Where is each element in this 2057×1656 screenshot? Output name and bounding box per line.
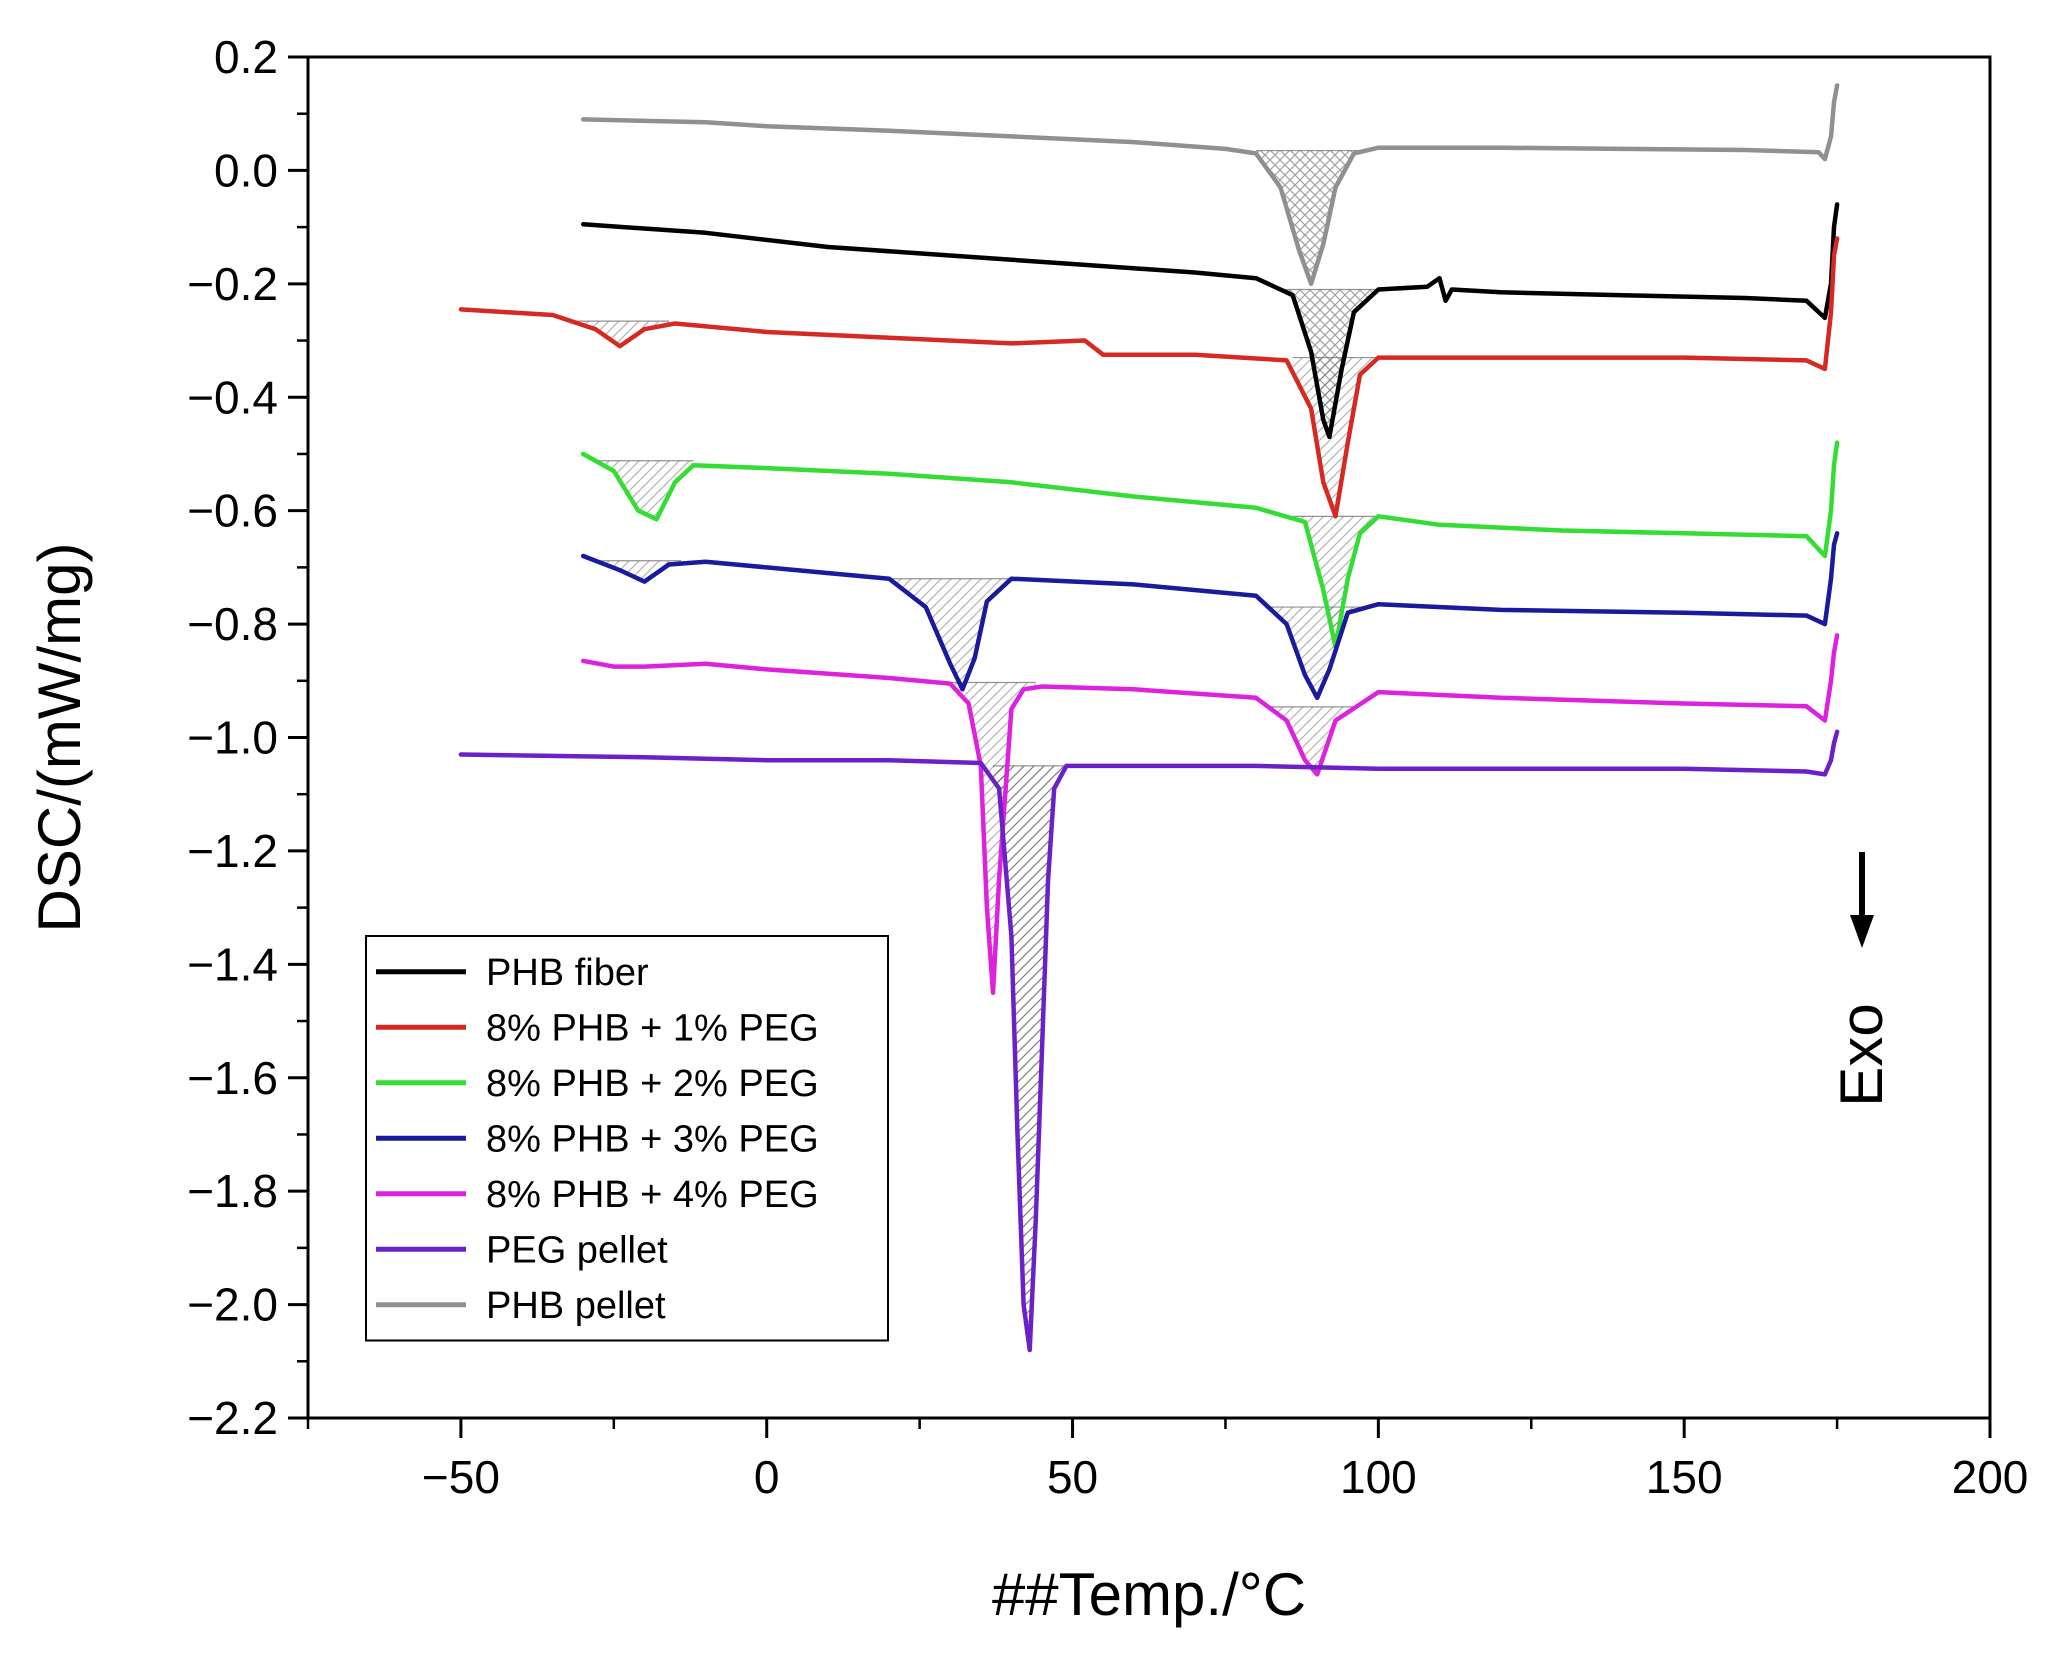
x-tick-label: 0 <box>754 1451 780 1503</box>
legend-label: 8% PHB + 2% PEG <box>486 1063 819 1105</box>
y-tick-label: −0.8 <box>187 598 278 650</box>
legend-item: PEG pellet <box>376 1229 668 1271</box>
peak-hatch-area <box>1256 150 1367 284</box>
legend-item: 8% PHB + 3% PEG <box>376 1118 819 1160</box>
exo-label: Exo <box>1828 1003 1895 1106</box>
x-tick-label: 100 <box>1340 1451 1417 1503</box>
peak-hatch-area <box>889 578 1012 690</box>
x-tick-label: 200 <box>1952 1451 2029 1503</box>
y-tick-label: −0.4 <box>187 371 278 423</box>
y-tick-label: −1.2 <box>187 825 278 877</box>
peak-hatch-area <box>1292 357 1379 517</box>
x-axis-title: ##Temp./°C <box>992 1561 1306 1628</box>
legend-label: PEG pellet <box>486 1229 668 1271</box>
y-tick-label: 0.2 <box>214 31 278 83</box>
peak-hatch-area <box>595 460 694 520</box>
legend-label: PHB pellet <box>486 1285 666 1327</box>
y-tick-label: −1.4 <box>187 938 278 990</box>
x-tick-label: 50 <box>1047 1451 1098 1503</box>
y-tick-label: −1.8 <box>187 1165 278 1217</box>
y-tick-label: 0.0 <box>214 144 278 196</box>
legend-label: 8% PHB + 1% PEG <box>486 1007 819 1049</box>
y-axis-title: DSC/(mW/mg) <box>26 543 93 933</box>
down-arrow-icon <box>1850 915 1874 948</box>
series-layer <box>458 83 1840 1353</box>
exo-annotation: Exo <box>1828 852 1895 1107</box>
series-line-8-phb-3-peg <box>580 531 1840 701</box>
series-line-8-phb-4-peg <box>580 633 1840 995</box>
series-line-8-phb-2-peg <box>580 440 1840 650</box>
x-tick-label: 150 <box>1646 1451 1723 1503</box>
series-line-phb-fiber <box>580 202 1840 440</box>
legend: PHB fiber 8% PHB + 1% PEG 8% PHB + 2% PEG 8… <box>365 935 889 1342</box>
y-tick-label: −2.0 <box>187 1279 278 1331</box>
legend-item: 8% PHB + 2% PEG <box>376 1063 819 1105</box>
y-tick-label: −1.0 <box>187 712 278 764</box>
series-line-peg-pellet <box>458 729 1840 1353</box>
y-tick-label: −0.2 <box>187 258 278 310</box>
legend-item: 8% PHB + 1% PEG <box>376 1007 819 1049</box>
legend-item: PHB pellet <box>376 1285 666 1327</box>
y-tick-label: −1.6 <box>187 1052 278 1104</box>
y-tick-label: −2.2 <box>187 1392 278 1444</box>
peak-hatch-area <box>595 560 682 582</box>
legend-label: 8% PHB + 4% PEG <box>486 1174 819 1216</box>
legend-item: 8% PHB + 4% PEG <box>376 1174 819 1216</box>
legend-item: PHB fiber <box>376 952 649 994</box>
y-tick-label: −0.6 <box>187 485 278 537</box>
legend-label: 8% PHB + 3% PEG <box>486 1118 819 1160</box>
series-line-phb-pellet <box>580 83 1840 287</box>
ticks-layer: −50 0 50 100 150 200 0.2 0.0 −0.2 −0.4 −0.6 −0.8 −1.… <box>187 31 2028 1503</box>
legend-label: PHB fiber <box>486 952 649 994</box>
peak-hatch-area <box>937 682 1036 993</box>
series-line-8-phb-1-peg <box>458 236 1840 519</box>
x-tick-label: −50 <box>422 1451 500 1503</box>
